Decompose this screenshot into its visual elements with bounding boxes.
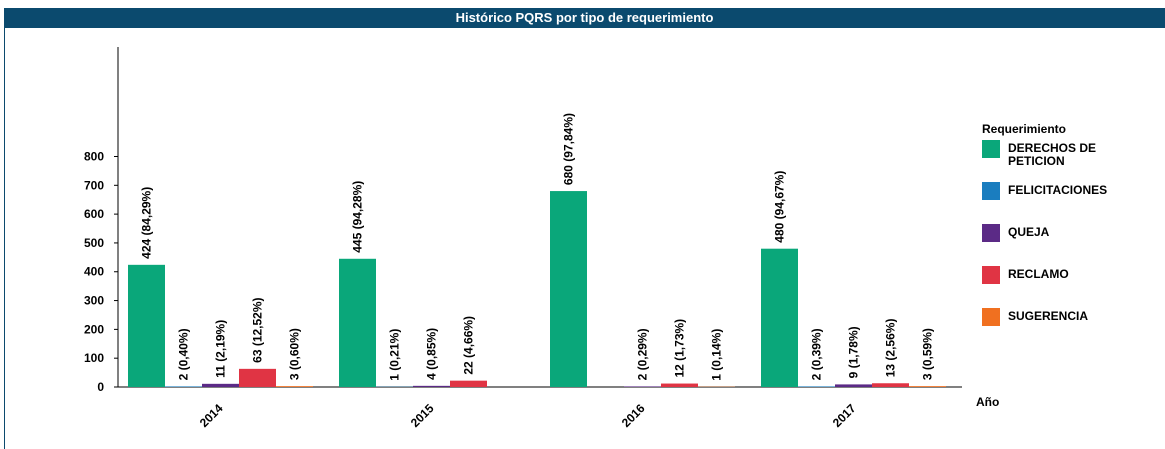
y-tick-label: 500 xyxy=(84,236,104,250)
value-label: 424 (84,29%) xyxy=(140,187,154,259)
value-label: 680 (97,84%) xyxy=(562,113,576,185)
legend-item: DERECHOS DE PETICION xyxy=(982,140,1128,182)
x-axis-label: Año xyxy=(976,395,999,409)
legend-swatch xyxy=(982,140,1000,158)
value-label: 13 (2,56%) xyxy=(884,319,898,378)
legend: Requerimiento DERECHOS DE PETICION FELICI… xyxy=(982,122,1128,350)
x-tick-label: 2015 xyxy=(408,401,437,430)
legend-label: DERECHOS DE PETICION xyxy=(1008,141,1097,168)
legend-swatch xyxy=(982,308,1000,326)
y-tick-label: 200 xyxy=(84,322,104,336)
value-label: 445 (94,28%) xyxy=(351,181,365,253)
value-label: 2 (0,39%) xyxy=(810,328,824,380)
bar xyxy=(835,384,872,387)
legend-label: SUGERENCIA xyxy=(1008,309,1089,323)
value-label: 480 (94,67%) xyxy=(773,171,787,243)
legend-label: FELICITACIONES xyxy=(1008,183,1108,197)
value-label: 2 (0,29%) xyxy=(636,328,650,380)
y-tick-label: 300 xyxy=(84,294,104,308)
legend-item: RECLAMO xyxy=(982,266,1128,308)
bar xyxy=(872,383,909,387)
y-tick-label: 100 xyxy=(84,351,104,365)
value-label: 1 (0,21%) xyxy=(388,329,402,381)
bar xyxy=(165,386,202,387)
legend-item: QUEJA xyxy=(982,224,1128,266)
y-tick-label: 600 xyxy=(84,207,104,221)
legend-label: RECLAMO xyxy=(1008,267,1069,281)
bar xyxy=(339,258,376,387)
y-tick-label: 0 xyxy=(97,380,104,394)
value-label: 9 (1,78%) xyxy=(847,326,861,378)
value-label: 2 (0,40%) xyxy=(177,328,191,380)
legend-item: SUGERENCIA xyxy=(982,308,1128,350)
legend-swatch xyxy=(982,266,1000,284)
value-label: 11 (2,19%) xyxy=(214,320,228,378)
bar xyxy=(550,191,587,387)
value-label: 1 (0,14%) xyxy=(710,329,724,381)
y-tick-label: 800 xyxy=(84,149,104,163)
x-tick-label: 2014 xyxy=(197,401,226,430)
x-tick-label: 2017 xyxy=(830,401,859,430)
legend-swatch xyxy=(982,224,1000,242)
bar xyxy=(909,386,946,387)
bar xyxy=(276,386,313,387)
bar xyxy=(624,386,661,387)
legend-item: FELICITACIONES xyxy=(982,182,1128,224)
bar xyxy=(450,380,487,387)
bar xyxy=(761,248,798,387)
bar xyxy=(661,383,698,387)
x-tick-label: 2016 xyxy=(619,401,648,430)
bar xyxy=(128,264,165,387)
y-tick-label: 700 xyxy=(84,178,104,192)
value-label: 22 (4,66%) xyxy=(462,316,476,375)
value-label: 63 (12,52%) xyxy=(251,297,265,362)
value-label: 3 (0,59%) xyxy=(921,328,935,380)
value-label: 4 (0,85%) xyxy=(425,328,439,380)
legend-title: Requerimiento xyxy=(982,122,1067,136)
y-tick-label: 400 xyxy=(84,265,104,279)
bar xyxy=(798,386,835,387)
frame xyxy=(4,28,5,449)
legend-label: QUEJA xyxy=(1008,225,1050,239)
chart-title: Histórico PQRS por tipo de requerimiento xyxy=(4,8,1165,28)
bar xyxy=(413,385,450,387)
value-label: 3 (0,60%) xyxy=(288,328,302,380)
value-label: 12 (1,73%) xyxy=(673,319,687,378)
bar xyxy=(202,383,239,387)
legend-swatch xyxy=(982,182,1000,200)
bar xyxy=(239,368,276,387)
